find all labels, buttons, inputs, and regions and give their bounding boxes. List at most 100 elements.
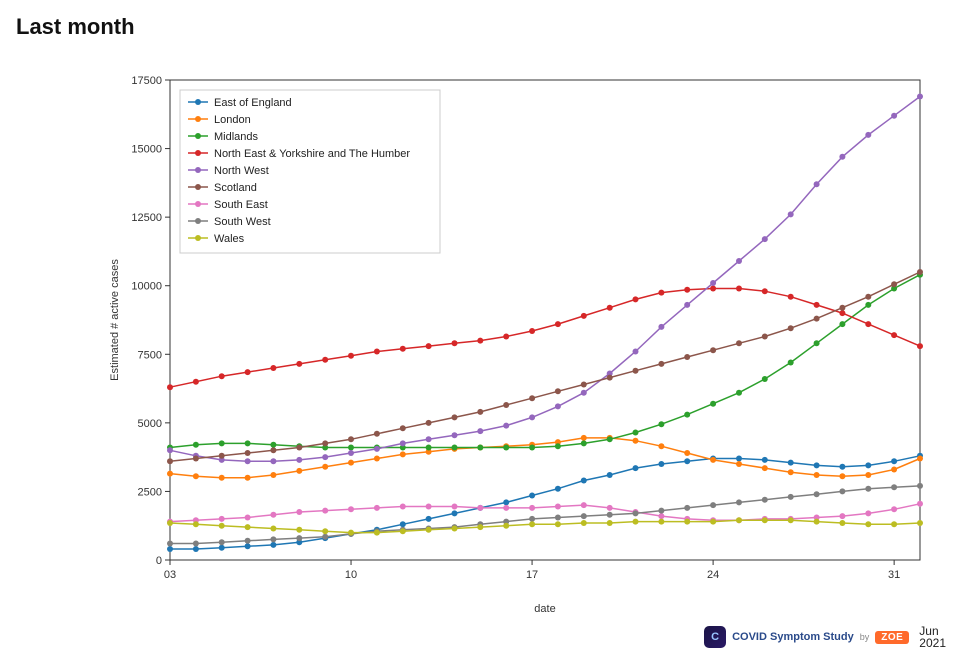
series-marker bbox=[270, 536, 276, 542]
series-marker bbox=[374, 530, 380, 536]
series-marker bbox=[193, 456, 199, 462]
series-marker bbox=[400, 425, 406, 431]
series-marker bbox=[270, 442, 276, 448]
series-marker bbox=[503, 402, 509, 408]
series-marker bbox=[891, 332, 897, 338]
series-marker bbox=[658, 361, 664, 367]
series-marker bbox=[607, 512, 613, 518]
series-marker bbox=[555, 443, 561, 449]
series-marker bbox=[684, 412, 690, 418]
series-line bbox=[170, 275, 920, 448]
y-tick-label: 2500 bbox=[138, 486, 162, 498]
series-marker bbox=[814, 462, 820, 468]
series-marker bbox=[477, 338, 483, 344]
series-marker bbox=[736, 258, 742, 264]
series-marker bbox=[891, 506, 897, 512]
y-tick-label: 10000 bbox=[131, 281, 162, 293]
series-marker bbox=[581, 390, 587, 396]
series-marker bbox=[167, 546, 173, 552]
series-marker bbox=[374, 446, 380, 452]
series-marker bbox=[710, 347, 716, 353]
series-marker bbox=[374, 456, 380, 462]
series-marker bbox=[710, 519, 716, 525]
series-marker bbox=[658, 508, 664, 514]
series-marker bbox=[736, 340, 742, 346]
series-marker bbox=[710, 286, 716, 292]
series-marker bbox=[710, 457, 716, 463]
series-line bbox=[170, 438, 920, 478]
series-marker bbox=[503, 523, 509, 529]
series-marker bbox=[555, 388, 561, 394]
series-marker bbox=[684, 302, 690, 308]
series-marker bbox=[633, 368, 639, 374]
x-tick-label: 10 bbox=[345, 569, 357, 581]
series-marker bbox=[710, 280, 716, 286]
x-tick-label: 24 bbox=[707, 569, 719, 581]
series-marker bbox=[270, 526, 276, 532]
series-marker bbox=[529, 516, 535, 522]
legend-item-label: Midlands bbox=[214, 131, 259, 143]
series-marker bbox=[891, 458, 897, 464]
series-marker bbox=[736, 461, 742, 467]
series-marker bbox=[348, 353, 354, 359]
series-marker bbox=[865, 462, 871, 468]
series-marker bbox=[762, 457, 768, 463]
x-tick-label: 17 bbox=[526, 569, 538, 581]
series-marker bbox=[891, 521, 897, 527]
series-marker bbox=[581, 382, 587, 388]
series-marker bbox=[193, 546, 199, 552]
series-marker bbox=[167, 458, 173, 464]
series-marker bbox=[581, 513, 587, 519]
series-marker bbox=[865, 321, 871, 327]
series-marker bbox=[503, 423, 509, 429]
series-marker bbox=[917, 343, 923, 349]
series-marker bbox=[581, 502, 587, 508]
series-marker bbox=[788, 294, 794, 300]
series-marker bbox=[426, 420, 432, 426]
series-marker bbox=[426, 436, 432, 442]
series-marker bbox=[607, 305, 613, 311]
series-marker bbox=[891, 281, 897, 287]
series-marker bbox=[762, 376, 768, 382]
series-marker bbox=[788, 211, 794, 217]
series-marker bbox=[736, 517, 742, 523]
series-marker bbox=[348, 450, 354, 456]
series-marker bbox=[270, 512, 276, 518]
series-marker bbox=[762, 288, 768, 294]
series-marker bbox=[477, 428, 483, 434]
series-marker bbox=[193, 473, 199, 479]
x-tick-label: 31 bbox=[888, 569, 900, 581]
series-marker bbox=[322, 440, 328, 446]
series-marker bbox=[658, 324, 664, 330]
series-marker bbox=[814, 491, 820, 497]
series-marker bbox=[865, 521, 871, 527]
series-marker bbox=[788, 517, 794, 523]
series-marker bbox=[581, 478, 587, 484]
series-marker bbox=[400, 440, 406, 446]
series-marker bbox=[839, 464, 845, 470]
series-marker bbox=[555, 521, 561, 527]
series-marker bbox=[529, 328, 535, 334]
series-marker bbox=[865, 472, 871, 478]
series-marker bbox=[658, 443, 664, 449]
series-marker bbox=[219, 440, 225, 446]
legend-item-label: South West bbox=[214, 216, 271, 228]
series-marker bbox=[736, 456, 742, 462]
series-marker bbox=[374, 505, 380, 511]
series-marker bbox=[684, 287, 690, 293]
series-marker bbox=[658, 461, 664, 467]
series-marker bbox=[322, 454, 328, 460]
series-marker bbox=[814, 302, 820, 308]
series-marker bbox=[452, 526, 458, 532]
series-marker bbox=[633, 465, 639, 471]
series-marker bbox=[374, 349, 380, 355]
legend-item-label: Scotland bbox=[214, 182, 257, 194]
series-marker bbox=[633, 438, 639, 444]
series-marker bbox=[917, 269, 923, 275]
series-marker bbox=[245, 440, 251, 446]
zoe-badge: ZOE bbox=[875, 631, 909, 644]
series-marker bbox=[400, 521, 406, 527]
y-axis-label: Estimated # active cases bbox=[109, 259, 121, 381]
by-label: by bbox=[860, 632, 870, 642]
series-marker bbox=[477, 505, 483, 511]
